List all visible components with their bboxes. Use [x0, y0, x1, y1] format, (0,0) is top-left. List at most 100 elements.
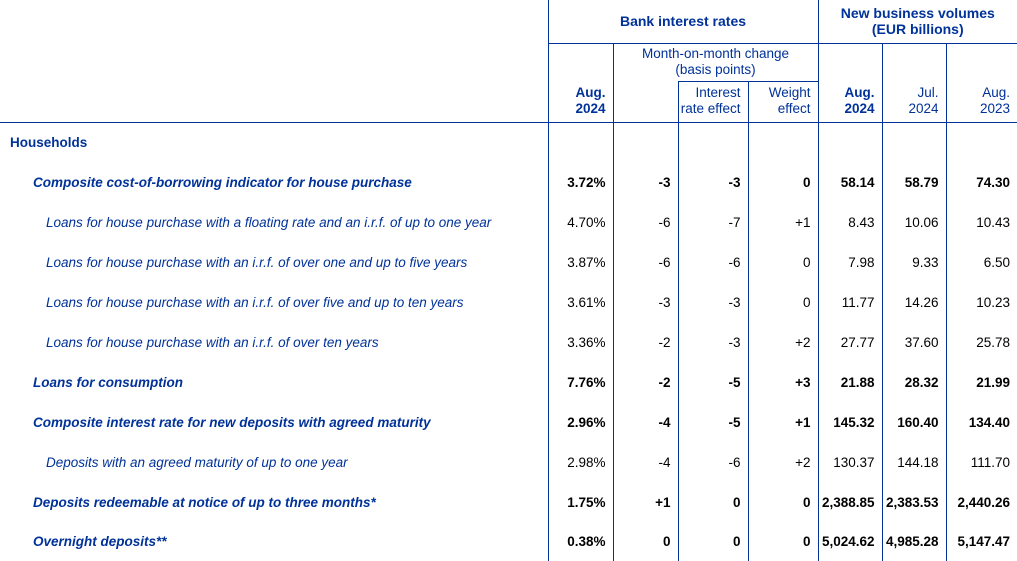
cell-vol-aug-2024: 145.32 [817, 402, 882, 442]
cell-rate-aug-2024 [547, 122, 613, 162]
cell-vol-jul-2024: 2,383.53 [881, 482, 946, 522]
cell-vol-jul-2024: 28.32 [881, 362, 946, 402]
cell-weight-effect: +2 [747, 442, 818, 482]
cell-interest-rate-effect: -3 [677, 162, 748, 202]
cell-weight-effect: +3 [747, 362, 818, 402]
header-label-blank [0, 43, 548, 123]
table-row: Composite cost-of-borrowing indicator fo… [0, 162, 1017, 202]
cell-interest-rate-effect: -5 [677, 362, 748, 402]
cell-rate-aug-2024: 2.98% [547, 442, 613, 482]
cell-mom-change: -4 [612, 402, 678, 442]
cell-vol-jul-2024: 37.60 [881, 322, 946, 362]
table-row: Households [0, 122, 1017, 162]
cell-weight-effect: +2 [747, 322, 818, 362]
cell-rate-aug-2024: 4.70% [547, 202, 613, 242]
cell-vol-aug-2024: 27.77 [817, 322, 882, 362]
col-header-weight-effect: Weight effect [747, 80, 818, 123]
cell-rate-aug-2024: 2.96% [547, 402, 613, 442]
new-business-volumes-title: New business volumes [840, 4, 995, 21]
interest-rate-effect-line2: rate effect [680, 100, 741, 116]
weight-effect-line2: effect [777, 100, 811, 116]
header-corner-blank [0, 0, 548, 43]
cell-weight-effect: 0 [747, 242, 818, 282]
col-header-vol-aug-2023: Aug. 2023 [945, 43, 1017, 123]
col-header-rate-aug-2024-line1: Aug. [575, 84, 606, 100]
table-body: Households Composite cost-of-borrowing in… [0, 122, 1017, 561]
cell-interest-rate-effect: 0 [677, 482, 748, 522]
cell-mom-change: -3 [612, 282, 678, 322]
cell-vol-jul-2024: 14.26 [881, 282, 946, 322]
cell-vol-aug-2024: 5,024.62 [817, 522, 882, 561]
cell-vol-aug-2024: 2,388.85 [817, 482, 882, 522]
cell-vol-aug-2023: 74.30 [945, 162, 1017, 202]
cell-vol-aug-2023: 2,440.26 [945, 482, 1017, 522]
table-row: Deposits with an agreed maturity of up t… [0, 442, 1017, 482]
cell-interest-rate-effect: -6 [677, 442, 748, 482]
table-row: Loans for house purchase with an i.r.f. … [0, 322, 1017, 362]
header-row-groups: Bank interest rates New business volumes… [0, 0, 1017, 44]
cell-weight-effect: 0 [747, 522, 818, 561]
col-header-vol-jul-2024: Jul. 2024 [881, 43, 946, 123]
col-header-vol-aug-2024-line1: Aug. [844, 84, 875, 100]
col-header-vol-aug-2023-line2: 2023 [979, 100, 1011, 116]
cell-mom-change [612, 122, 678, 162]
cell-interest-rate-effect: -5 [677, 402, 748, 442]
cell-rate-aug-2024: 7.76% [547, 362, 613, 402]
cell-mom-change: -3 [612, 162, 678, 202]
row-label: Composite interest rate for new deposits… [33, 414, 431, 430]
row-label: Deposits with an agreed maturity of up t… [46, 454, 348, 470]
new-business-volumes-subtitle: (EUR billions) [871, 21, 964, 38]
cell-rate-aug-2024: 3.87% [547, 242, 613, 282]
col-header-rate-aug-2024: Aug. 2024 [547, 43, 613, 123]
cell-vol-aug-2024: 8.43 [817, 202, 882, 242]
cell-vol-aug-2024: 58.14 [817, 162, 882, 202]
cell-vol-aug-2024: 11.77 [817, 282, 882, 322]
row-label: Households [10, 134, 88, 150]
cell-rate-aug-2024: 3.36% [547, 322, 613, 362]
row-label: Loans for house purchase with an i.r.f. … [46, 254, 468, 270]
cell-mom-change: -6 [612, 242, 678, 282]
header-row-effects: Interest rate effect Weight effect [0, 80, 1017, 123]
table-row: Overnight deposits** 0.38% 0 0 0 5,024.62 4,98… [0, 522, 1017, 561]
row-label: Loans for consumption [33, 374, 183, 390]
cell-vol-jul-2024: 10.06 [881, 202, 946, 242]
cell-weight-effect: 0 [747, 282, 818, 322]
cell-weight-effect: +1 [747, 402, 818, 442]
col-header-interest-rate-effect: Interest rate effect [677, 80, 748, 123]
cell-vol-jul-2024: 144.18 [881, 442, 946, 482]
cell-vol-jul-2024 [881, 122, 946, 162]
cell-mom-change: +1 [612, 482, 678, 522]
col-header-vol-aug-2023-line1: Aug. [982, 84, 1011, 100]
cell-vol-aug-2024: 130.37 [817, 442, 882, 482]
cell-vol-aug-2024: 21.88 [817, 362, 882, 402]
row-label: Loans for house purchase with an i.r.f. … [46, 294, 464, 310]
row-label: Overnight deposits** [33, 534, 167, 549]
cell-interest-rate-effect: -3 [677, 322, 748, 362]
cell-weight-effect [747, 122, 818, 162]
col-header-vol-jul-2024-line2: 2024 [908, 100, 939, 116]
table-row: Deposits redeemable at notice of up to t… [0, 482, 1017, 522]
cell-rate-aug-2024: 3.61% [547, 282, 613, 322]
cell-interest-rate-effect: -6 [677, 242, 748, 282]
table-row: Loans for house purchase with an i.r.f. … [0, 242, 1017, 282]
cell-weight-effect: 0 [747, 162, 818, 202]
cell-rate-aug-2024: 1.75% [547, 482, 613, 522]
cell-rate-aug-2024: 3.72% [547, 162, 613, 202]
cell-vol-aug-2024 [817, 122, 882, 162]
cell-mom-change: -2 [612, 322, 678, 362]
cell-vol-jul-2024: 4,985.28 [881, 522, 946, 561]
header-row-subgroups: Aug. 2024 Month-on-month change (basis p… [0, 43, 1017, 123]
row-label: Loans for house purchase with a floating… [46, 214, 492, 230]
cell-vol-aug-2023: 5,147.47 [945, 522, 1017, 561]
row-label: Loans for house purchase with an i.r.f. … [46, 334, 379, 350]
cell-vol-aug-2023: 111.70 [945, 442, 1017, 482]
bank-interest-rates-title: Bank interest rates [619, 12, 747, 29]
row-label: Deposits redeemable at notice of up to t… [33, 494, 376, 510]
cell-vol-jul-2024: 160.40 [881, 402, 946, 442]
cell-vol-aug-2023 [945, 122, 1017, 162]
header-group-bank-interest-rates: Bank interest rates [547, 0, 818, 44]
cell-vol-aug-2023: 21.99 [945, 362, 1017, 402]
cell-vol-aug-2023: 25.78 [945, 322, 1017, 362]
row-label: Composite cost-of-borrowing indicator fo… [33, 174, 412, 190]
